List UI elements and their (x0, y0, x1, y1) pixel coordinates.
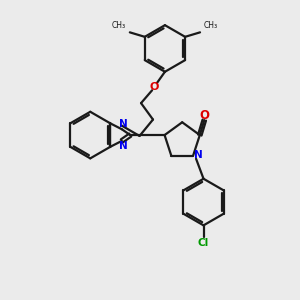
Text: N: N (119, 141, 128, 151)
Text: CH₃: CH₃ (204, 21, 218, 30)
Text: N: N (194, 150, 203, 160)
Text: O: O (150, 82, 159, 92)
Text: N: N (119, 119, 128, 129)
Text: Cl: Cl (198, 238, 209, 248)
Text: CH₃: CH₃ (112, 21, 126, 30)
Text: O: O (199, 109, 209, 122)
